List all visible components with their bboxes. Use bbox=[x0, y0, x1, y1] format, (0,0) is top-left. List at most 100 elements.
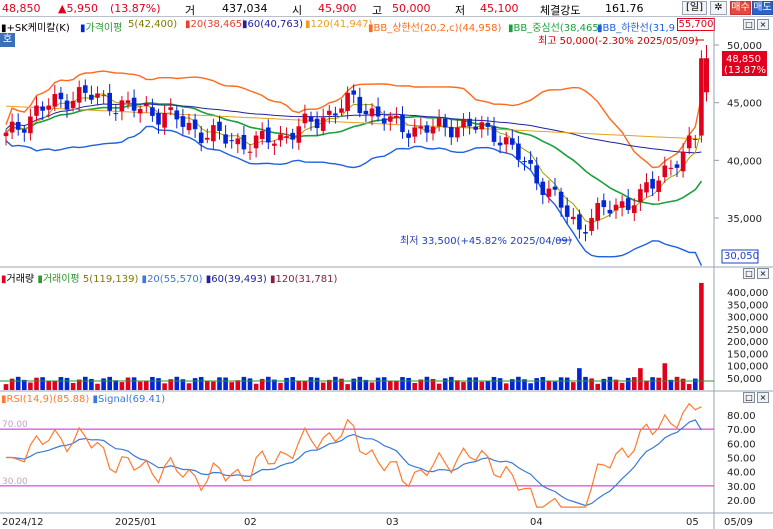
x-axis-label: 05 bbox=[686, 517, 699, 528]
ho-button[interactable]: 호 bbox=[0, 33, 15, 47]
volume-bar bbox=[70, 382, 76, 390]
volume-ma20-legend: 20(55,570) bbox=[147, 274, 203, 285]
stock-name[interactable]: ▮+SK케미칼(K) bbox=[1, 23, 70, 34]
candle-body bbox=[363, 110, 369, 115]
candle-body bbox=[357, 96, 363, 114]
volume-bar bbox=[595, 383, 600, 390]
volume-bar bbox=[302, 381, 308, 390]
candle-body bbox=[473, 126, 478, 130]
candle-body bbox=[284, 136, 289, 138]
rsi-panel-maximize-icon[interactable]: □ bbox=[743, 392, 755, 403]
candle-body bbox=[83, 85, 88, 93]
candle-body bbox=[699, 58, 704, 136]
candle-body bbox=[162, 113, 167, 128]
candle-body bbox=[644, 182, 649, 193]
candle-body bbox=[101, 95, 106, 97]
buy-button[interactable]: 매수 bbox=[730, 1, 751, 15]
volume-tick-label: 100,000 bbox=[727, 362, 768, 373]
gear-icon[interactable]: ✲ bbox=[710, 1, 727, 15]
candle-body bbox=[467, 118, 472, 127]
volume-bar bbox=[369, 382, 375, 390]
volume-tick-label: 250,000 bbox=[727, 325, 768, 336]
candle-body bbox=[394, 115, 399, 119]
candle-body bbox=[314, 118, 320, 129]
candle-body bbox=[211, 125, 216, 142]
candle-body bbox=[186, 122, 192, 131]
panel-close-icon[interactable]: × bbox=[757, 19, 769, 30]
volume-bar bbox=[351, 378, 356, 390]
high-annotation: 최고 50,000(-2.30% 2025/05/09) bbox=[538, 35, 699, 47]
volume-bar bbox=[583, 376, 588, 390]
candle-body bbox=[205, 137, 210, 140]
volume-bar bbox=[125, 377, 131, 390]
volume-bar bbox=[503, 383, 509, 390]
volume-bar bbox=[52, 380, 58, 390]
candle-body bbox=[168, 107, 173, 110]
bb-mid-line bbox=[5, 102, 703, 206]
candle-body bbox=[58, 92, 64, 100]
volume-bar bbox=[418, 379, 424, 390]
volume-bar bbox=[205, 380, 210, 390]
volume-bar bbox=[388, 381, 393, 390]
candle-body bbox=[174, 110, 180, 120]
candle-body bbox=[107, 92, 112, 111]
volume-bar bbox=[308, 377, 314, 390]
volume-bar bbox=[381, 377, 387, 390]
panel-maximize-icon[interactable]: □ bbox=[743, 19, 755, 30]
price-tick-label: 35,000 bbox=[727, 214, 762, 225]
candle-body bbox=[412, 127, 417, 137]
signal-line bbox=[6, 419, 702, 507]
rsi-legend: ▮RSI(14,9)(85.88) ▮Signal(69.41) bbox=[1, 394, 166, 405]
candle-body bbox=[607, 209, 613, 214]
candle-body bbox=[388, 116, 393, 122]
candle-body bbox=[503, 137, 509, 145]
x-axis-label: 02 bbox=[244, 517, 257, 528]
volume-bar bbox=[540, 376, 546, 390]
candle-body bbox=[668, 167, 674, 169]
volume-bar bbox=[522, 379, 527, 390]
candle-body bbox=[320, 117, 326, 131]
volume-bar bbox=[156, 378, 161, 390]
rsi-tick-label: 80.00 bbox=[727, 411, 756, 422]
quote-bar: 48,850 ▲5,950 (13.87%) 거 437,034 시 45,90… bbox=[0, 0, 773, 17]
candle-body bbox=[558, 191, 564, 208]
volume-bar bbox=[144, 380, 149, 390]
candle-body bbox=[400, 114, 405, 133]
open-value: 45,900 bbox=[318, 2, 357, 15]
ma5-legend: 5(42,400) bbox=[128, 19, 178, 30]
volume-bar bbox=[150, 376, 155, 390]
candle-body bbox=[601, 200, 607, 208]
candle-body bbox=[247, 151, 253, 153]
volume-bar bbox=[461, 382, 466, 390]
candle-body bbox=[546, 188, 552, 197]
volume-bar bbox=[510, 379, 515, 390]
volume-bar bbox=[83, 376, 88, 390]
volume-bar bbox=[101, 378, 106, 390]
volume-bar bbox=[479, 381, 485, 390]
volume-bar bbox=[625, 377, 631, 390]
volume-bar bbox=[613, 379, 619, 390]
candle-body bbox=[613, 204, 619, 211]
volume-panel-maximize-icon[interactable]: □ bbox=[743, 268, 755, 279]
rsi-tick-label: 30.00 bbox=[727, 482, 756, 493]
candle-body bbox=[278, 134, 283, 141]
rsi-panel-close-icon[interactable]: × bbox=[757, 392, 769, 403]
volume-bar bbox=[668, 379, 674, 390]
volume-panel-close-icon[interactable]: × bbox=[757, 268, 769, 279]
current-price-label: 48,850 bbox=[726, 54, 761, 65]
volume-bar bbox=[357, 376, 363, 390]
candle-body bbox=[693, 138, 698, 140]
volume-bar bbox=[363, 379, 369, 390]
candle-body bbox=[22, 129, 27, 133]
candle-body bbox=[564, 205, 570, 217]
volume-bar bbox=[9, 378, 15, 390]
period-button[interactable]: [일] bbox=[682, 1, 707, 15]
x-axis-label: 03 bbox=[386, 517, 399, 528]
volume-bar bbox=[95, 383, 100, 390]
volume-bar bbox=[546, 380, 552, 390]
bb-lower-line bbox=[5, 125, 703, 266]
price-tick-label: 40,000 bbox=[727, 156, 762, 167]
volume-bar bbox=[223, 377, 228, 390]
candle-body bbox=[680, 151, 686, 172]
